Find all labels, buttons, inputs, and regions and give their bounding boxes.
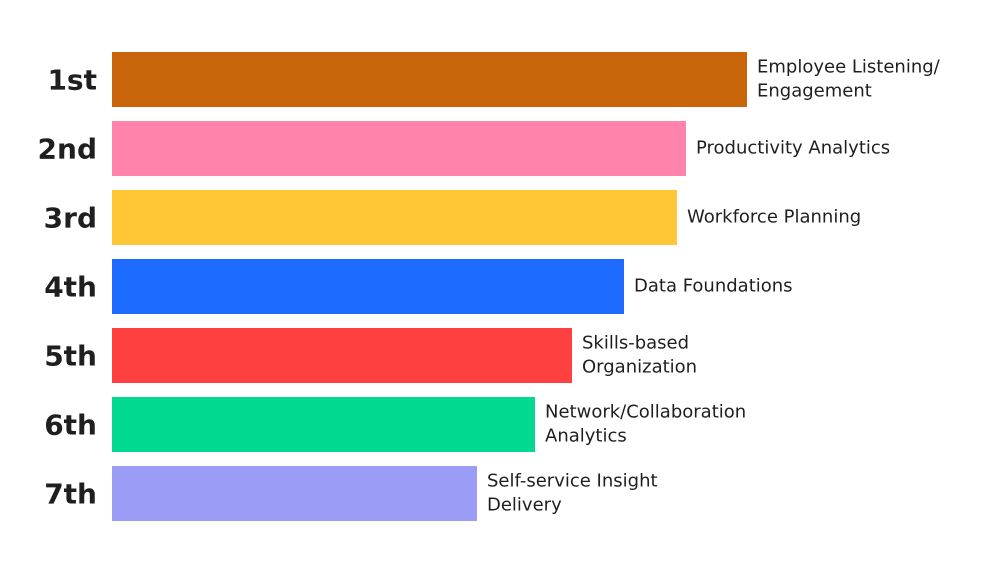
bar <box>112 328 572 383</box>
bar <box>112 121 686 176</box>
bar <box>112 397 535 452</box>
rank-label: 5th <box>44 340 97 373</box>
bar <box>112 190 677 245</box>
bar-label: Data Foundations <box>634 276 793 297</box>
rank-label: 3rd <box>44 202 97 235</box>
bar-label: Employee Listening/ <box>757 57 941 78</box>
bar-label: Self-service Insight <box>487 471 658 492</box>
rank-label: 4th <box>44 271 97 304</box>
bar-label: Workforce Planning <box>687 207 861 228</box>
bar-label: Engagement <box>757 81 872 102</box>
bar <box>112 466 477 521</box>
rank-label: 7th <box>44 478 97 511</box>
bar-label: Network/Collaboration <box>545 402 746 423</box>
bar-label: Analytics <box>545 426 627 447</box>
rank-label: 1st <box>47 64 97 97</box>
bar-label: Skills-based <box>582 333 689 354</box>
rank-label: 2nd <box>38 133 97 166</box>
bar-label: Organization <box>582 357 697 378</box>
bar <box>112 52 747 107</box>
rank-label: 6th <box>44 409 97 442</box>
bar <box>112 259 624 314</box>
bar-label: Delivery <box>487 495 562 516</box>
bar-label: Productivity Analytics <box>696 138 890 159</box>
